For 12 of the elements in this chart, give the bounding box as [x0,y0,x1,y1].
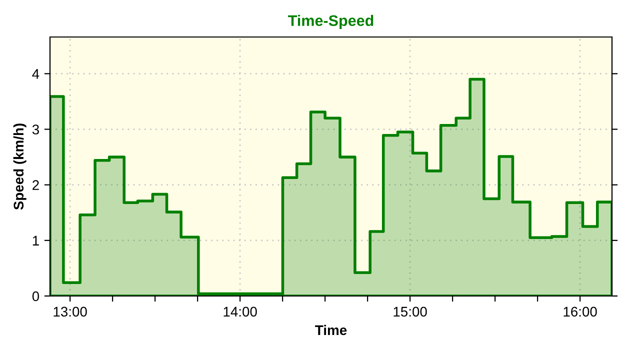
chart-title: Time-Speed [288,14,374,30]
y-tick-label: 2 [32,180,39,190]
x-tick-label: 15:00 [394,306,427,317]
y-tick-label: 3 [32,124,39,134]
y-tick-label: 1 [32,236,39,246]
x-tick-label: 13:00 [54,306,87,317]
x-axis-title: Time [315,324,347,336]
x-tick-label: 14:00 [224,306,257,317]
y-tick-label: 4 [32,69,40,79]
x-tick-label: 16:00 [564,306,597,317]
y-axis-title: Speed (km/h) [13,124,26,210]
y-tick-label: 0 [32,291,40,302]
